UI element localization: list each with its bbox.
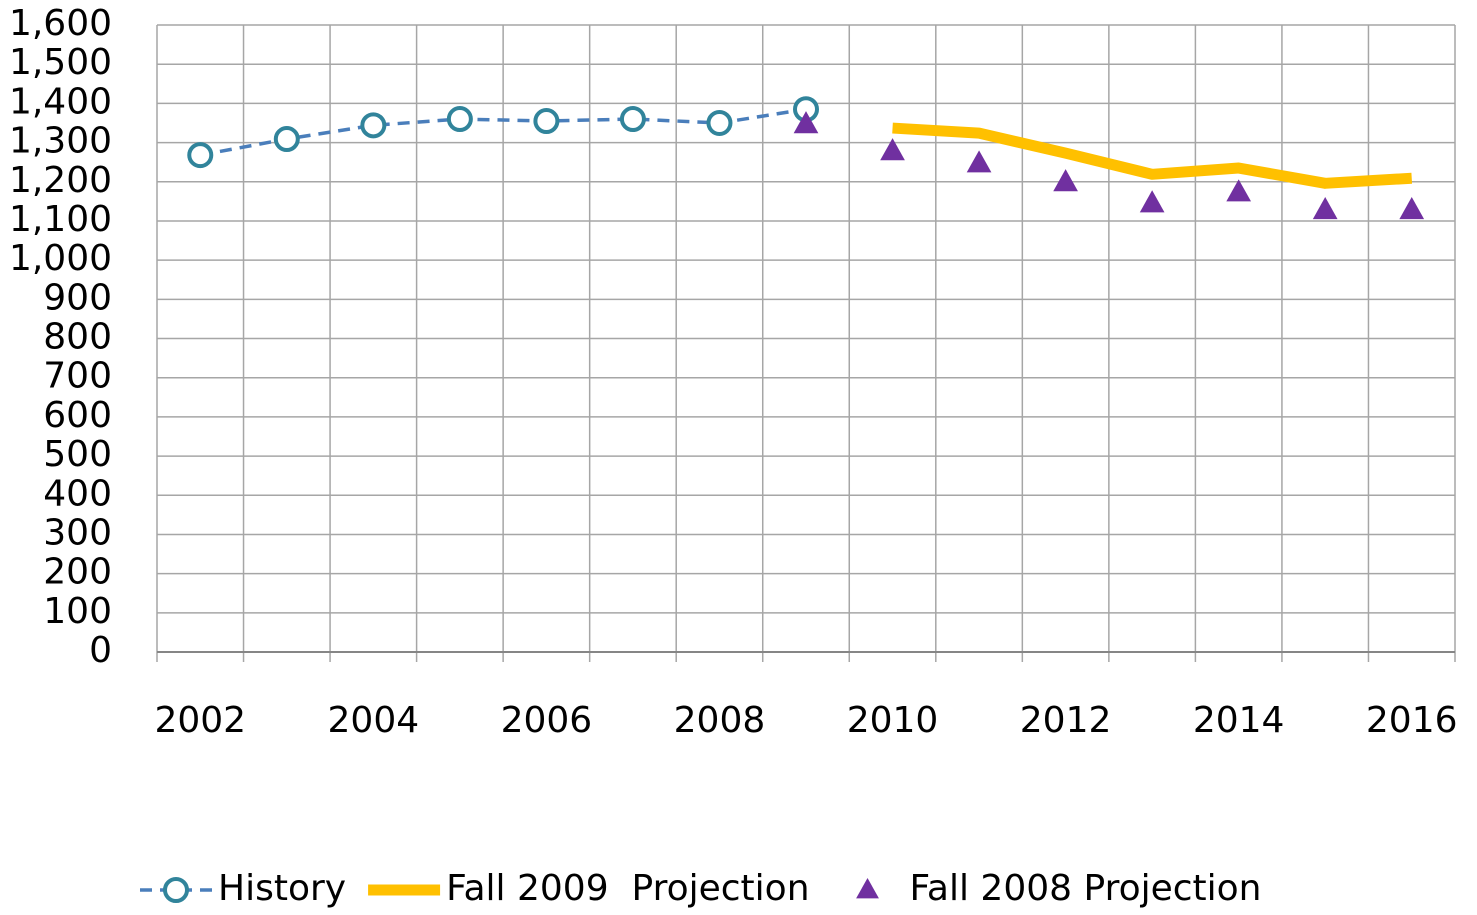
series-line <box>199 107 807 157</box>
x-tick-label: 2014 <box>1193 700 1285 741</box>
data-point <box>360 112 387 139</box>
legend-marker <box>856 878 879 899</box>
data-point <box>966 150 992 173</box>
y-tick-label: 1,300 <box>9 121 112 162</box>
data-point <box>1226 179 1252 202</box>
y-tick-label: 1,500 <box>9 42 112 83</box>
data-point <box>880 138 905 161</box>
y-tick-label: 600 <box>43 395 112 436</box>
data-point <box>1399 196 1425 220</box>
x-tick-label: 2008 <box>674 700 766 741</box>
data-point <box>446 106 473 133</box>
legend-marker <box>163 877 189 903</box>
data-point <box>187 142 214 169</box>
y-tick-label: 500 <box>43 434 112 475</box>
x-tick-label: 2006 <box>501 700 593 741</box>
data-point <box>706 109 733 136</box>
legend-label: History <box>218 868 346 909</box>
y-tick-label: 700 <box>43 356 112 397</box>
x-tick-label: 2004 <box>328 700 420 741</box>
y-tick-label: 1,200 <box>9 160 112 201</box>
legend-label: Fall 2009 Projection <box>446 868 809 909</box>
data-point <box>1139 190 1165 213</box>
y-tick-label: 400 <box>43 473 112 514</box>
data-point <box>1312 196 1338 220</box>
y-tick-label: 100 <box>43 591 112 632</box>
data-point <box>533 108 560 135</box>
legend-label: Fall 2008 Projection <box>910 868 1262 909</box>
y-tick-label: 1,100 <box>9 199 112 240</box>
data-point <box>793 111 819 134</box>
data-point <box>619 106 646 133</box>
y-tick-label: 900 <box>43 277 112 318</box>
legend-item: History <box>140 868 346 909</box>
y-tick-label: 0 <box>89 630 112 671</box>
x-tick-label: 2012 <box>1020 700 1112 741</box>
legend-item: Fall 2009 Projection <box>368 868 810 909</box>
legend-item: Fall 2008 Projection <box>856 868 1262 909</box>
y-tick-label: 1,000 <box>9 238 112 279</box>
y-tick-label: 200 <box>43 552 112 593</box>
y-tick-label: 1,600 <box>9 3 112 44</box>
series-line <box>892 122 1413 189</box>
x-tick-label: 2002 <box>154 700 246 741</box>
x-tick-label: 2016 <box>1366 700 1458 741</box>
y-tick-label: 1,400 <box>9 81 112 122</box>
y-tick-label: 300 <box>43 512 112 553</box>
data-point <box>273 126 300 153</box>
data-point <box>1053 169 1078 192</box>
y-tick-label: 800 <box>43 317 112 358</box>
x-tick-label: 2010 <box>847 700 939 741</box>
